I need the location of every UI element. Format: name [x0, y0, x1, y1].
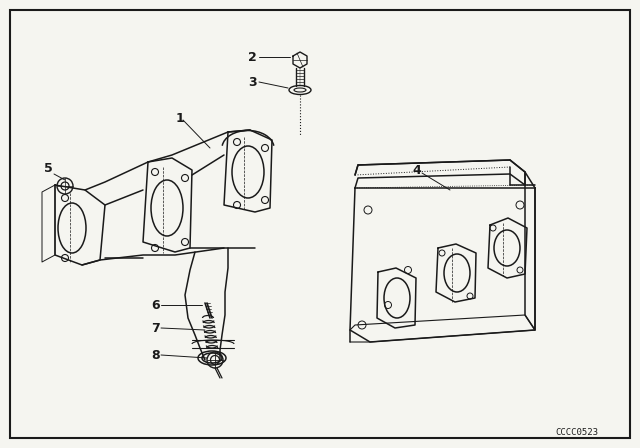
Text: CCCC0523: CCCC0523	[555, 427, 598, 436]
Text: 7: 7	[151, 322, 160, 335]
Text: 8: 8	[152, 349, 160, 362]
Text: 1: 1	[175, 112, 184, 125]
Text: 4: 4	[413, 164, 421, 177]
Text: 6: 6	[152, 298, 160, 311]
Text: 3: 3	[248, 76, 257, 89]
Text: 2: 2	[248, 51, 257, 64]
Text: 5: 5	[44, 161, 52, 175]
